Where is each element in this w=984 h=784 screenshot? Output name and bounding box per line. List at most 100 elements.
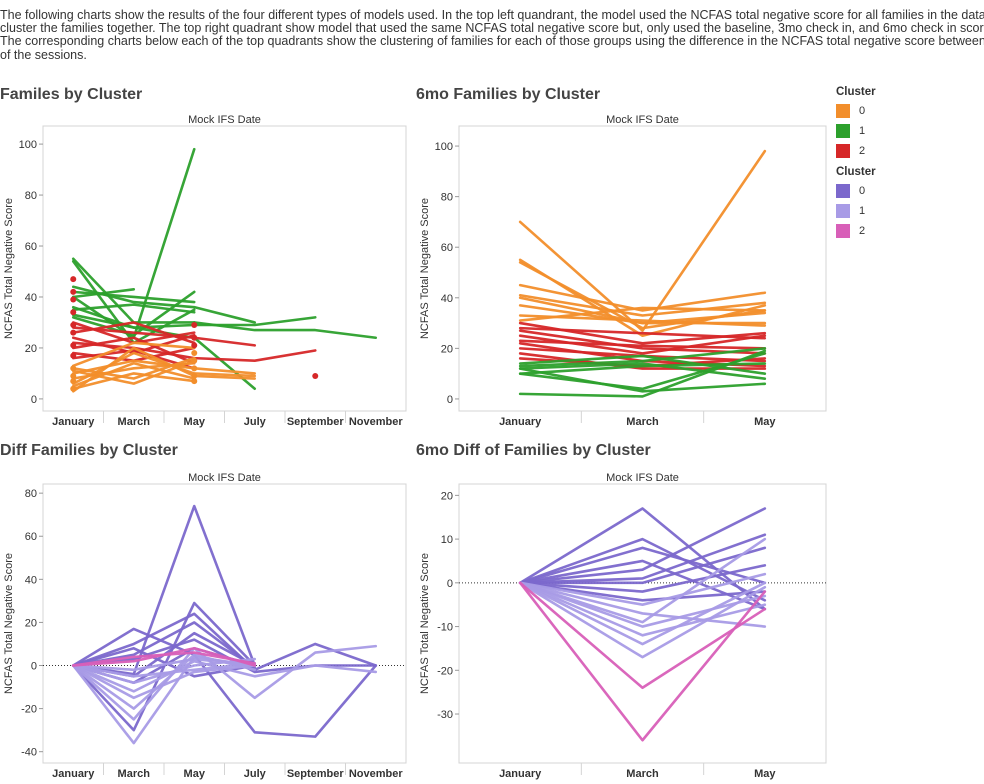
x-tick-label: July — [244, 768, 267, 780]
y-tick-label: 40 — [441, 293, 453, 305]
series-line — [518, 306, 767, 322]
y-tick-label: 40 — [25, 574, 37, 586]
data-point — [70, 322, 77, 329]
x-axis-title: Mock IFS Date — [606, 114, 679, 126]
series-line — [518, 149, 767, 332]
x-axis-title: Mock IFS Date — [606, 472, 679, 484]
legend-swatch — [836, 184, 850, 198]
series-line — [518, 367, 767, 393]
legend-swatch — [836, 204, 850, 218]
y-tick-label: 0 — [447, 394, 453, 406]
x-tick-label: May — [184, 416, 206, 428]
series-line — [518, 326, 767, 340]
x-tick-label: July — [244, 416, 267, 428]
data-point — [70, 378, 77, 385]
series-line — [518, 581, 767, 742]
legend-swatch — [836, 124, 850, 138]
legend-item[interactable]: 0 — [836, 181, 976, 201]
series-line — [518, 581, 767, 602]
y-tick-label: 0 — [31, 394, 37, 406]
series-line — [518, 293, 767, 317]
data-point — [70, 309, 77, 316]
data-point — [70, 352, 77, 359]
series-line — [192, 321, 378, 340]
y-tick-label: 10 — [441, 534, 453, 546]
series-line — [71, 361, 196, 388]
series-line — [518, 507, 767, 611]
legend-title: Cluster — [836, 166, 876, 178]
series-line — [518, 546, 767, 585]
y-tick-label: 80 — [25, 488, 37, 500]
data-point — [70, 365, 77, 372]
intro-line: cluster the families together. The top r… — [0, 21, 984, 36]
legend-label: 0 — [859, 105, 866, 117]
chart-title: 6mo Families by Cluster — [416, 86, 601, 103]
legend-panel: Cluster 0 1 2 Cluster 0 1 2 — [836, 86, 976, 246]
legend-swatch — [836, 224, 850, 238]
x-tick-label: November — [349, 416, 404, 428]
series-line — [71, 336, 196, 365]
data-point — [191, 322, 198, 329]
series-line — [71, 644, 378, 721]
data-point — [70, 296, 77, 303]
legend-item[interactable]: 1 — [836, 121, 976, 141]
y-tick-label: 60 — [25, 531, 37, 543]
series-line — [71, 303, 196, 314]
series-line — [518, 559, 767, 611]
x-tick-label: January — [52, 416, 95, 428]
x-axis-title: Mock IFS Date — [188, 472, 261, 484]
legend-label: 0 — [859, 185, 866, 197]
legend-item[interactable]: 1 — [836, 201, 976, 221]
y-tick-label: 100 — [19, 139, 37, 151]
series-line — [71, 657, 257, 672]
series-line — [518, 581, 767, 690]
data-point — [191, 334, 198, 341]
x-tick-label: November — [349, 768, 404, 780]
series-line — [71, 612, 378, 672]
data-point — [191, 378, 198, 385]
data-point — [191, 372, 198, 379]
chart-title: Familes by Cluster — [0, 86, 143, 103]
data-point — [70, 329, 77, 336]
series-line — [518, 581, 767, 628]
y-tick-label: 0 — [31, 661, 37, 673]
series-line — [71, 290, 196, 337]
legend-label: 2 — [859, 145, 866, 157]
series-line — [71, 646, 257, 678]
series-line — [518, 581, 767, 659]
data-point — [191, 342, 198, 349]
y-axis-title: NCFAS Total Negative Score — [419, 553, 431, 694]
series-line — [518, 507, 767, 585]
legend-item[interactable]: 2 — [836, 221, 976, 241]
series-line — [518, 564, 767, 593]
y-axis-title: NCFAS Total Negative Score — [419, 198, 431, 339]
series-line — [518, 349, 767, 398]
y-tick-label: -10 — [437, 622, 453, 634]
x-tick-label: January — [52, 768, 95, 780]
chart-title: 6mo Diff of Families by Cluster — [416, 442, 651, 459]
series-line — [71, 372, 196, 391]
legend-item[interactable]: 0 — [836, 101, 976, 121]
x-tick-label: May — [754, 416, 776, 428]
y-tick-label: 0 — [447, 578, 453, 590]
data-point — [191, 350, 198, 357]
y-tick-label: 60 — [25, 241, 37, 253]
series-line — [518, 533, 767, 585]
legend-item[interactable]: 2 — [836, 141, 976, 161]
y-axis-title: NCFAS Total Negative Score — [3, 553, 15, 694]
y-tick-label: 20 — [441, 490, 453, 502]
legend-title: Cluster — [836, 86, 876, 98]
legend-cluster-top: Cluster 0 1 2 — [836, 86, 976, 161]
series-line — [71, 341, 196, 368]
legend-swatch — [836, 104, 850, 118]
y-tick-label: 20 — [441, 343, 453, 355]
series-line — [518, 572, 767, 606]
x-tick-label: September — [287, 768, 345, 780]
chart-title: Diff Families by Cluster — [0, 442, 178, 459]
series-line — [518, 354, 767, 375]
series-line — [518, 283, 767, 312]
series-line — [518, 362, 767, 381]
